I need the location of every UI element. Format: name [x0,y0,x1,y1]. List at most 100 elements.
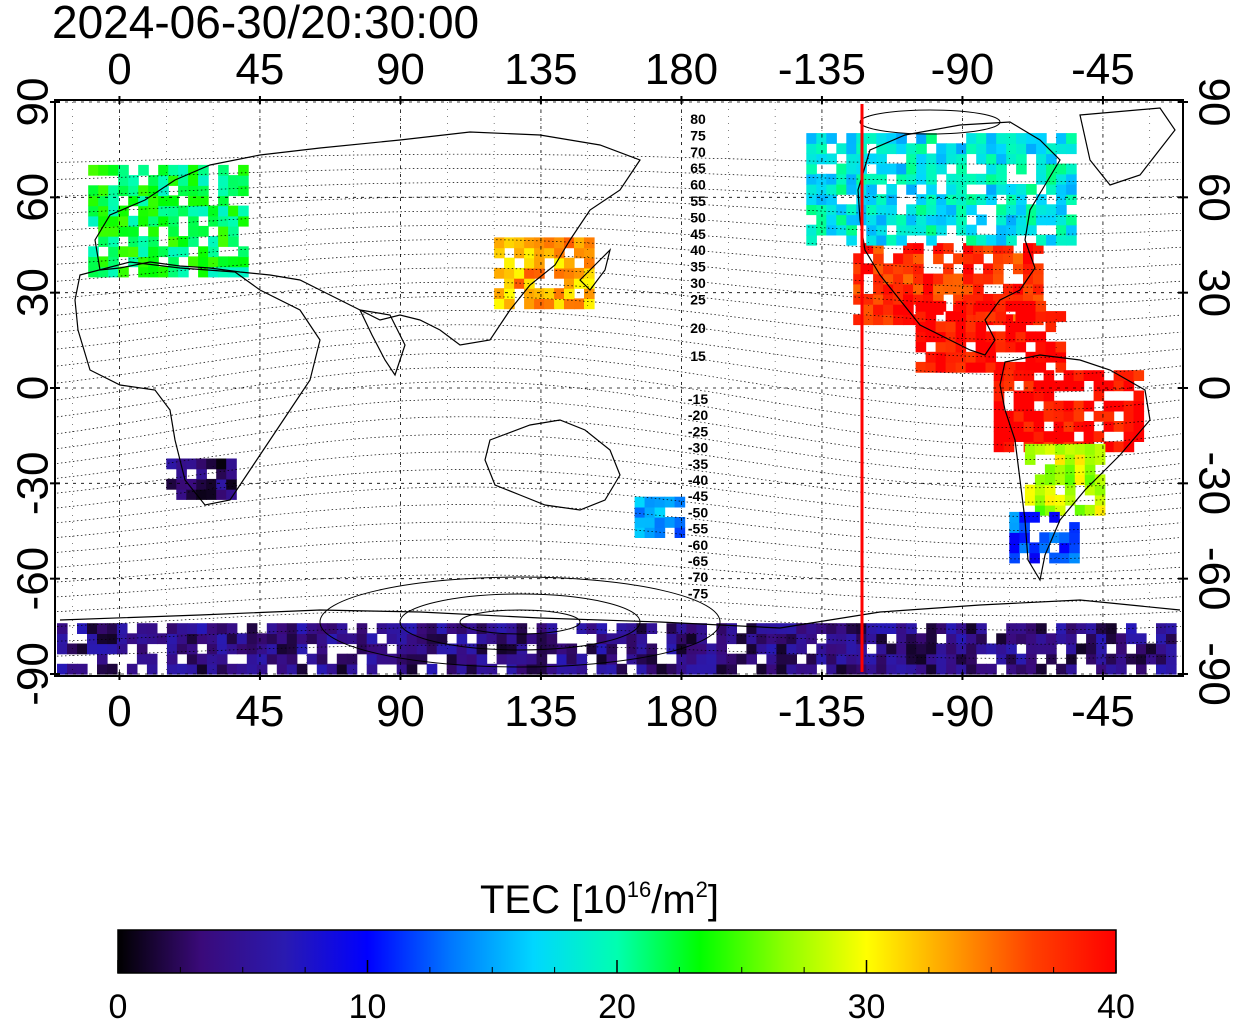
tec-cell [1016,653,1027,665]
tec-cell [67,643,78,655]
tec-cell [903,304,914,315]
tec-cell [1046,184,1057,195]
tec-cell [396,623,408,634]
tec-cell [208,256,219,268]
tec-cell [925,300,937,312]
tec-cell [966,204,977,216]
tec-cell [1056,163,1067,175]
tec-cell [158,205,169,217]
tec-cell [975,331,987,343]
contour-label: -65 [688,553,708,569]
tec-cell [995,361,1007,373]
tec-cell [1066,214,1077,226]
tec-cell [1086,633,1097,645]
tec-cell [534,267,545,279]
tec-cell [644,496,656,508]
tec-cell [436,623,448,634]
tec-cell [494,288,505,299]
tec-cell [1034,494,1046,506]
tec-cell [996,214,1007,226]
tec-cell [228,215,239,227]
tec-cell [963,304,974,315]
tec-cell [188,225,199,237]
tec-cell [935,321,947,333]
tec-cell [186,653,198,665]
tec-cell [983,273,994,285]
contour-label: -15 [688,391,708,407]
tec-cell [806,173,817,185]
tec-cell [504,267,515,279]
tec-cell [1013,410,1025,422]
tec-cell [966,173,977,185]
tec-cell [186,458,197,470]
tec-cell [476,623,488,634]
tec-cell [138,215,149,227]
tec-cell [266,633,278,645]
tec-cell [524,257,535,269]
tec-cell [1036,623,1047,634]
colorbar-label-exponent-2: 2 [695,877,708,902]
tec-cell [1074,454,1086,465]
tec-cell [584,257,595,269]
tec-cell [196,653,208,665]
magnetic-contour [56,352,1182,411]
tec-cell [534,288,545,299]
tec-cell [1003,243,1014,254]
tec-cell [876,653,887,665]
tec-cell [1059,542,1070,554]
tec-cell [218,195,229,207]
tec-cell [886,133,897,144]
tec-cell [456,663,468,675]
tec-cell [98,266,109,278]
tec-cell [366,663,378,675]
tec-cell [1044,464,1056,476]
tec-cell [836,163,847,175]
tec-cell [946,633,957,645]
y-tick-label-left: 90 [9,78,58,127]
tec-cell [1084,504,1096,516]
tec-cell [945,321,957,333]
tec-cell [516,643,528,655]
tec-cell [476,653,488,665]
tec-cell [198,256,209,268]
contour-label: 25 [690,291,706,307]
tec-cell [186,478,197,490]
tec-cell [906,623,917,634]
tec-cell [876,633,887,645]
tec-cell [198,225,209,237]
tec-cell [806,163,817,175]
tec-cell [108,185,119,197]
x-tick-label-top: 135 [504,45,577,94]
tec-cell [943,283,954,295]
tec-cell [436,633,448,645]
tec-cell [1056,633,1067,645]
tec-cell [526,663,538,675]
tec-cell [148,246,159,258]
tec-cell [975,321,987,333]
tec-cell [674,527,686,538]
tec-cell [156,633,168,645]
x-tick-label-top: -45 [1071,45,1135,94]
tec-cell [67,663,78,675]
tec-cell [1136,663,1147,675]
tec-cell [166,623,178,634]
tec-cell [966,643,977,655]
tec-cell [218,215,229,227]
tec-cell [486,633,498,645]
magnetic-contour [56,398,1182,460]
tec-cell [1094,484,1106,496]
tec-cell [654,496,666,508]
tec-cell [1006,663,1017,675]
tec-cell [98,225,109,237]
tec-cell [1026,653,1037,665]
tec-cell [963,243,974,254]
tec-cell [1046,234,1057,246]
tec-cell [168,246,179,258]
tec-cell [1056,133,1067,144]
tec-cell [916,643,927,655]
tec-cell [208,236,219,247]
tec-cell [158,195,169,207]
tec-cell [1096,643,1107,655]
tec-cell [108,215,119,227]
tec-cell [966,133,977,144]
